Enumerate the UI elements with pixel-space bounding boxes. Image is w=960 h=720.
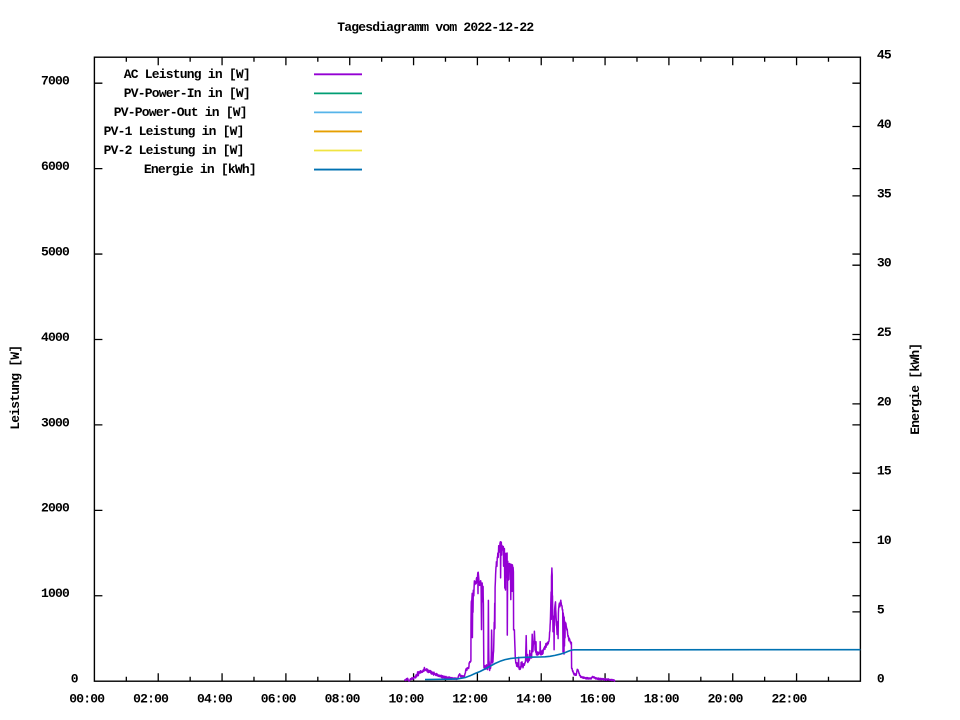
svg-text:35: 35 — [877, 186, 892, 201]
svg-text:PV-Power-Out in [W]: PV-Power-Out in [W] — [114, 105, 247, 120]
svg-text:0: 0 — [71, 672, 79, 687]
svg-text:04:00: 04:00 — [197, 692, 233, 707]
svg-text:30: 30 — [877, 256, 892, 271]
svg-text:6000: 6000 — [41, 159, 70, 174]
svg-text:22:00: 22:00 — [772, 692, 808, 707]
svg-text:14:00: 14:00 — [516, 692, 552, 707]
svg-text:AC Leistung in [W]: AC Leistung in [W] — [124, 67, 250, 82]
svg-text:45: 45 — [877, 48, 892, 63]
svg-text:00:00: 00:00 — [69, 692, 105, 707]
svg-text:4000: 4000 — [41, 330, 70, 345]
svg-text:Energie [kWh]: Energie [kWh] — [908, 344, 923, 435]
svg-text:PV-Power-In in [W]: PV-Power-In in [W] — [124, 86, 250, 101]
svg-text:16:00: 16:00 — [580, 692, 616, 707]
svg-text:3000: 3000 — [41, 415, 70, 430]
svg-text:25: 25 — [877, 325, 892, 340]
svg-text:12:00: 12:00 — [452, 692, 488, 707]
svg-text:Energie in [kWh]: Energie in [kWh] — [144, 162, 256, 177]
svg-text:18:00: 18:00 — [644, 692, 680, 707]
svg-text:5000: 5000 — [41, 245, 70, 260]
svg-text:2000: 2000 — [41, 501, 70, 516]
svg-text:PV-2 Leistung in [W]: PV-2 Leistung in [W] — [104, 143, 244, 158]
svg-text:15: 15 — [877, 464, 892, 479]
svg-text:20:00: 20:00 — [708, 692, 744, 707]
svg-text:02:00: 02:00 — [133, 692, 169, 707]
svg-text:20: 20 — [877, 394, 892, 409]
svg-text:PV-1 Leistung in [W]: PV-1 Leistung in [W] — [104, 124, 244, 139]
svg-text:1000: 1000 — [41, 586, 70, 601]
svg-text:06:00: 06:00 — [261, 692, 297, 707]
svg-text:10: 10 — [877, 533, 892, 548]
svg-text:Leistung [W]: Leistung [W] — [8, 346, 23, 430]
svg-text:40: 40 — [877, 117, 892, 132]
svg-text:08:00: 08:00 — [325, 692, 361, 707]
svg-text:0: 0 — [877, 672, 885, 687]
svg-text:5: 5 — [877, 602, 885, 617]
svg-text:Tagesdiagramm vom 2022-12-22: Tagesdiagramm vom 2022-12-22 — [337, 20, 534, 35]
svg-text:10:00: 10:00 — [389, 692, 425, 707]
svg-text:7000: 7000 — [41, 74, 70, 89]
